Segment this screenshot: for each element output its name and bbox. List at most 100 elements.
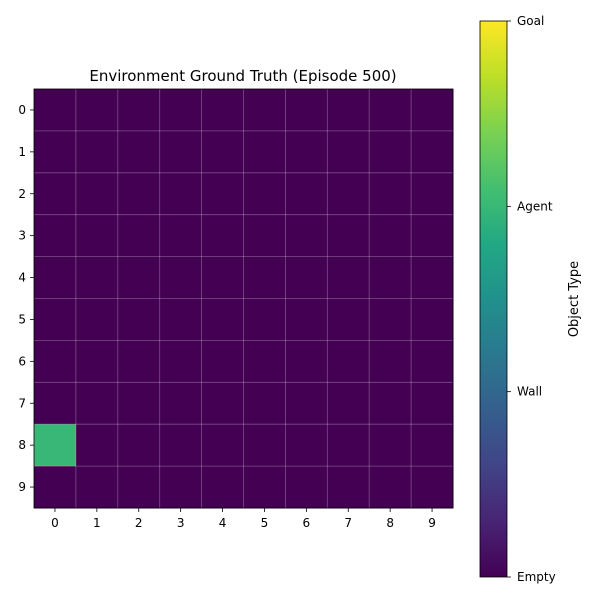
colorbar-tick-label: Agent bbox=[517, 199, 553, 213]
heatmap-cell bbox=[34, 298, 77, 341]
heatmap-cell bbox=[159, 298, 203, 341]
heatmap-cell bbox=[369, 340, 412, 383]
heatmap-cell bbox=[117, 256, 161, 299]
heatmap-cell bbox=[327, 466, 370, 509]
heatmap-cell bbox=[75, 214, 119, 258]
y-tick-label: 6 bbox=[18, 354, 26, 368]
heatmap-cell bbox=[201, 130, 244, 174]
heatmap-cell bbox=[411, 382, 454, 425]
heatmap-cell bbox=[411, 298, 454, 341]
heatmap-cell bbox=[159, 130, 203, 174]
heatmap-cell bbox=[201, 466, 244, 509]
heatmap-cell bbox=[117, 382, 161, 425]
heatmap-cell bbox=[369, 298, 412, 341]
y-tick-label: 1 bbox=[18, 145, 26, 159]
heatmap-cell bbox=[411, 172, 454, 216]
heatmap-cell bbox=[243, 340, 286, 383]
heatmap-cell bbox=[369, 214, 412, 258]
y-tick-label: 2 bbox=[18, 187, 26, 201]
heatmap-cell bbox=[327, 424, 370, 467]
heatmap-cell bbox=[117, 214, 161, 258]
heatmap-cell bbox=[201, 382, 244, 425]
heatmap-cell bbox=[34, 130, 77, 174]
heatmap-cell bbox=[159, 466, 203, 509]
heatmap-cell bbox=[201, 256, 244, 299]
heatmap-cell bbox=[243, 298, 286, 341]
heatmap-cell bbox=[411, 214, 454, 258]
heatmap-cell bbox=[75, 382, 119, 425]
heatmap-cell bbox=[201, 424, 244, 467]
x-tick-label: 3 bbox=[177, 516, 185, 530]
heatmap-cell bbox=[117, 424, 161, 467]
heatmap-cell bbox=[285, 340, 328, 383]
heatmap-cell bbox=[117, 130, 161, 174]
heatmap-cell bbox=[117, 298, 161, 341]
y-axis-ticks: 0 1 2 3 4 5 6 7 8 9 bbox=[18, 103, 34, 494]
y-tick-label: 3 bbox=[18, 229, 26, 243]
heatmap-cell bbox=[34, 172, 77, 216]
heatmap-cell bbox=[243, 172, 286, 216]
heatmap-cell bbox=[75, 89, 119, 132]
heatmap-cell bbox=[159, 214, 203, 258]
heatmap-cell bbox=[75, 256, 119, 299]
x-tick-label: 6 bbox=[303, 516, 311, 530]
heatmap-cell bbox=[285, 382, 328, 425]
x-tick-label: 5 bbox=[261, 516, 269, 530]
heatmap-cell bbox=[285, 298, 328, 341]
chart-title: Environment Ground Truth (Episode 500) bbox=[89, 67, 396, 85]
heatmap-cell bbox=[34, 256, 77, 299]
heatmap-cell bbox=[285, 130, 328, 174]
y-tick-label: 8 bbox=[18, 438, 26, 452]
colorbar-gradient bbox=[479, 20, 508, 578]
heatmap-cell bbox=[285, 89, 328, 132]
heatmap-cell bbox=[285, 172, 328, 216]
heatmap-cell bbox=[327, 340, 370, 383]
colorbar-tick-label: Goal bbox=[517, 14, 544, 28]
heatmap-cell bbox=[201, 172, 244, 216]
heatmap-cell bbox=[243, 89, 286, 132]
heatmap-cell bbox=[34, 340, 77, 383]
heatmap-cell bbox=[117, 89, 161, 132]
colorbar-label: Object Type bbox=[567, 261, 582, 337]
heatmap-cell bbox=[201, 89, 244, 132]
heatmap-cell bbox=[411, 256, 454, 299]
heatmap-cell bbox=[243, 256, 286, 299]
heatmap-cell bbox=[369, 424, 412, 467]
heatmap-cell bbox=[411, 466, 454, 509]
heatmap-cell bbox=[117, 466, 161, 509]
heatmap-cell bbox=[411, 130, 454, 174]
heatmap-cell bbox=[117, 340, 161, 383]
y-tick-label: 0 bbox=[18, 103, 26, 117]
heatmap-cell bbox=[243, 214, 286, 258]
heatmap-cell bbox=[369, 130, 412, 174]
heatmap-cell bbox=[159, 172, 203, 216]
x-tick-label: 9 bbox=[428, 516, 436, 530]
heatmap-cell bbox=[411, 340, 454, 383]
heatmap-cell bbox=[327, 130, 370, 174]
heatmap-cell bbox=[369, 89, 412, 132]
heatmap-cell bbox=[369, 256, 412, 299]
heatmap-cell bbox=[327, 298, 370, 341]
heatmap-cell bbox=[34, 466, 77, 509]
heatmap-cell bbox=[201, 214, 244, 258]
heatmap-cell bbox=[243, 130, 286, 174]
heatmap-cell bbox=[34, 89, 77, 132]
heatmap-cell bbox=[243, 466, 286, 509]
heatmap-cell bbox=[327, 256, 370, 299]
heatmap-cells bbox=[34, 89, 454, 509]
heatmap-cell bbox=[327, 214, 370, 258]
grid-lines bbox=[34, 89, 453, 508]
heatmap-cell bbox=[159, 382, 203, 425]
heatmap-cell bbox=[75, 466, 119, 509]
heatmap-cell bbox=[243, 382, 286, 425]
y-tick-label: 5 bbox=[18, 312, 26, 326]
heatmap-cell bbox=[159, 89, 203, 132]
heatmap-cell bbox=[75, 130, 119, 174]
x-tick-label: 2 bbox=[135, 516, 143, 530]
heatmap-cell bbox=[369, 172, 412, 216]
x-axis-ticks: 0 1 2 3 4 5 6 7 8 9 bbox=[51, 508, 436, 530]
heatmap-cell bbox=[34, 424, 77, 467]
heatmap-cell bbox=[369, 382, 412, 425]
heatmap-cell bbox=[285, 424, 328, 467]
